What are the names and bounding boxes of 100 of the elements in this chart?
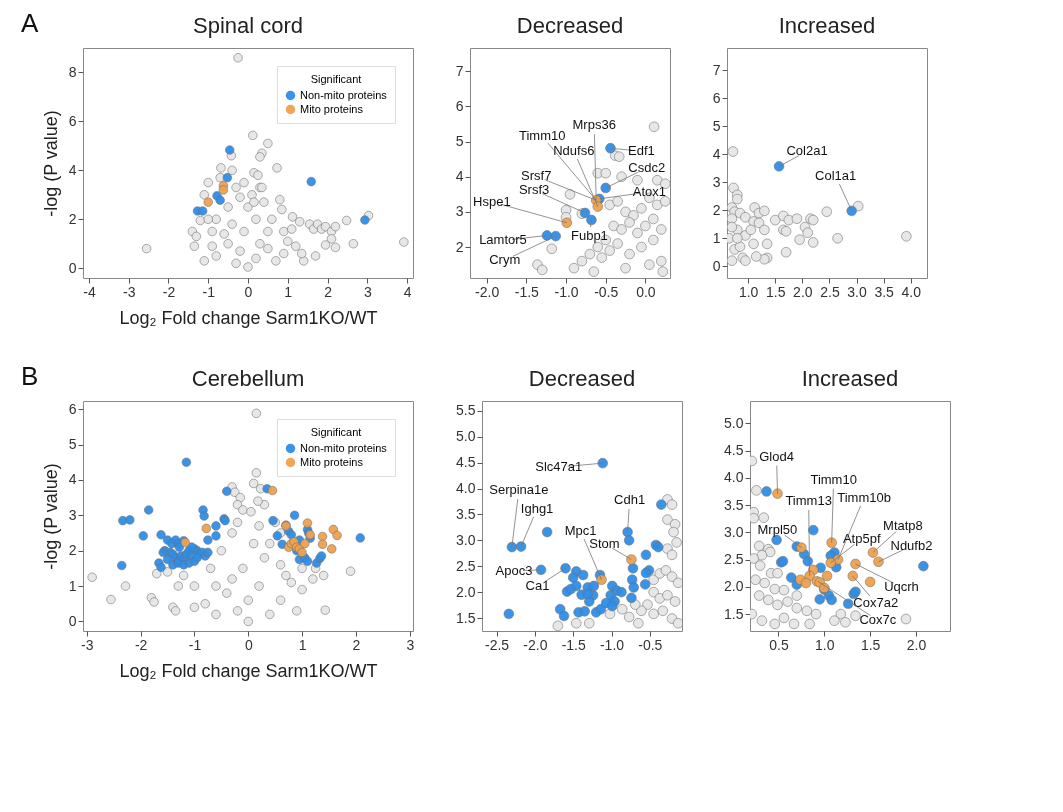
- x-tick-label: 0: [244, 283, 253, 300]
- x-tick-label: -3: [123, 283, 136, 300]
- x-tick-label: -4: [83, 283, 96, 300]
- y-tick-label: 5.5: [456, 402, 476, 419]
- x-tick-label: 4: [403, 283, 412, 300]
- x-tick-label: -1.0: [554, 283, 579, 300]
- y-tick-label: 8: [68, 63, 77, 80]
- y-tick-label: 0: [68, 612, 77, 629]
- x-tick-label: 1.0: [738, 283, 759, 300]
- y-axis-title: -log (P value): [40, 463, 61, 570]
- x-tick-label: -0.5: [638, 636, 663, 653]
- y-tick-label: 1: [68, 577, 77, 594]
- y-tick-label: 3.0: [456, 531, 476, 548]
- y-tick-label: 5: [455, 133, 464, 150]
- legend-label: Non-mito proteins: [300, 441, 388, 454]
- x-tick-label: 4.0: [901, 283, 922, 300]
- chart-title: Increased: [801, 366, 899, 391]
- y-tick-label: 7: [455, 62, 464, 79]
- x-tick-label: -1: [202, 283, 216, 300]
- x-tick-label: 1.5: [860, 636, 881, 653]
- annotation: Apoc3: [495, 562, 533, 578]
- annotation: Fubp1: [570, 227, 608, 243]
- y-tick-label: 2.0: [724, 578, 744, 595]
- y-tick-label: 5.0: [456, 428, 476, 445]
- x-tick-label: 3: [363, 283, 372, 300]
- text: B: [21, 361, 39, 391]
- annotation: Glod4: [759, 448, 794, 464]
- x-tick-label: 3.0: [847, 283, 867, 300]
- y-tick-label: 6: [455, 97, 464, 114]
- x-tick-label: 2.5: [820, 283, 840, 300]
- legend-label: Mito proteins: [300, 455, 364, 468]
- y-tick-label: 1.5: [724, 605, 744, 622]
- y-tick-label: 1: [712, 229, 721, 246]
- x-axis-title: Log₂ Fold change Sarm1KO/WT: [119, 307, 378, 328]
- x-tick-label: 0.0: [636, 283, 656, 300]
- annotation: Cdh1: [614, 492, 646, 508]
- annotation: Uqcrh: [884, 578, 919, 594]
- y-tick-label: 3.5: [456, 505, 476, 522]
- annotation: Ca1: [525, 578, 550, 594]
- x-tick-label: -2.0: [475, 283, 500, 300]
- y-tick-label: 5.0: [724, 414, 744, 431]
- y-axis-title: -log (P value): [40, 110, 61, 217]
- x-tick-label: 1.5: [766, 283, 786, 300]
- y-tick-label: 4.5: [724, 442, 744, 459]
- y-tick-label: 4.0: [724, 469, 744, 486]
- x-tick-label: 2: [352, 636, 361, 653]
- annotation: Cox7c: [859, 612, 897, 628]
- y-tick-label: 0: [68, 259, 77, 276]
- y-tick-label: 4: [455, 168, 464, 185]
- legend-title: Significant: [310, 73, 362, 85]
- annotation: Crym: [489, 252, 521, 268]
- x-tick-label: -1.0: [599, 636, 625, 653]
- y-tick-label: 3: [68, 506, 77, 523]
- y-tick-label: 4: [68, 161, 77, 178]
- annotation: Csdc2: [628, 159, 666, 175]
- y-tick-label: 4: [68, 471, 77, 488]
- y-tick-label: 2: [68, 210, 77, 227]
- chart-title: Increased: [778, 13, 876, 38]
- x-tick-label: -1.5: [561, 636, 586, 653]
- y-tick-label: 0: [712, 257, 721, 274]
- y-tick-label: 7: [712, 61, 721, 78]
- legend-label: Mito proteins: [300, 102, 364, 115]
- y-tick-label: 2.0: [456, 583, 476, 600]
- y-tick-label: 4.5: [456, 454, 476, 471]
- x-tick-label: 2.0: [906, 636, 927, 653]
- chart-title: Decreased: [528, 366, 636, 391]
- y-tick-label: 4.0: [456, 480, 476, 497]
- annotation: Srsf7: [521, 168, 552, 184]
- x-tick-label: -2: [162, 283, 176, 300]
- annotation: Atox1: [632, 183, 666, 199]
- x-tick-label: -2.0: [523, 636, 548, 653]
- legend-label: Non-mito proteins: [300, 88, 388, 101]
- annotation: Ndufb2: [890, 537, 933, 553]
- y-tick-label: 2: [68, 542, 77, 559]
- annotation: Hspe1: [473, 193, 511, 209]
- y-tick-label: 2: [455, 238, 464, 255]
- annotation: Timm10: [810, 471, 857, 487]
- x-tick-label: -0.5: [594, 283, 619, 300]
- x-axis-title: Log₂ Fold change Sarm1KO/WT: [119, 660, 378, 681]
- x-tick-label: 2.0: [793, 283, 813, 300]
- annotation: Edf1: [628, 143, 655, 159]
- annotation: Timm10b: [837, 489, 891, 505]
- x-tick-label: -1.5: [514, 283, 540, 300]
- legend-title: Significant: [310, 426, 362, 438]
- annotation: Mtatp8: [883, 517, 923, 533]
- x-tick-label: -3: [81, 636, 94, 653]
- annotation: Cox7a2: [853, 594, 899, 610]
- annotation: Mrpl50: [757, 521, 798, 537]
- annotation: Slc47a1: [535, 459, 583, 475]
- y-tick-label: 6: [68, 112, 77, 129]
- y-tick-label: 2.5: [724, 551, 744, 568]
- annotation: Col1a1: [815, 167, 857, 183]
- x-tick-label: 3: [406, 636, 415, 653]
- text: A: [21, 8, 39, 38]
- x-tick-label: 0.5: [769, 636, 789, 653]
- x-tick-label: 1: [298, 636, 307, 653]
- annotation: Timm10: [518, 128, 566, 144]
- y-tick-label: 2.5: [456, 557, 476, 574]
- y-tick-label: 2: [712, 201, 721, 218]
- y-tick-label: 6: [712, 89, 721, 106]
